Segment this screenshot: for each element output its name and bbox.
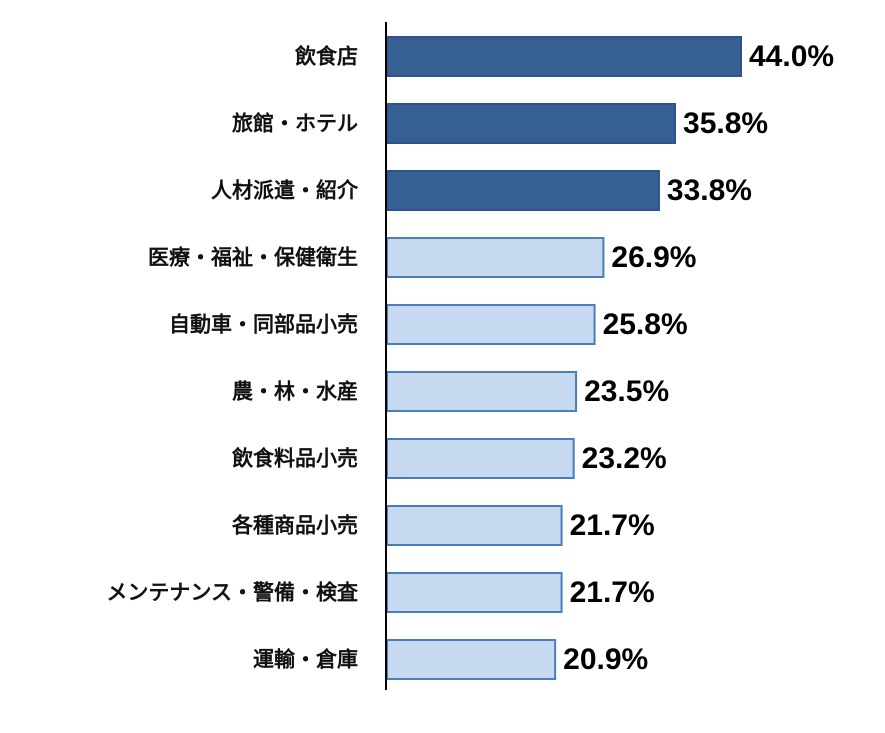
bar-3 xyxy=(386,170,660,211)
bar-6 xyxy=(386,371,578,412)
bar-7 xyxy=(386,438,575,479)
category-label-3: 人材派遣・紹介 xyxy=(211,179,359,203)
bar-9 xyxy=(386,572,563,613)
bar-4 xyxy=(386,237,605,278)
category-label-6: 農・林・水産 xyxy=(232,380,358,404)
value-label-1: 44.0% xyxy=(749,40,834,73)
value-label-6: 23.5% xyxy=(584,375,669,408)
value-label-4: 26.9% xyxy=(611,241,696,274)
category-label-7: 飲食料品小売 xyxy=(231,447,358,471)
bar-2 xyxy=(386,103,677,144)
bar-5 xyxy=(386,304,596,345)
value-label-7: 23.2% xyxy=(582,442,667,475)
value-label-8: 21.7% xyxy=(570,509,655,542)
category-label-1: 飲食店 xyxy=(294,45,358,69)
category-label-9: メンテナンス・警備・検査 xyxy=(106,581,358,605)
category-label-10: 運輸・倉庫 xyxy=(253,648,358,672)
bar-1 xyxy=(386,36,742,77)
bars-layer xyxy=(386,36,742,680)
labels-layer: 飲食店 44.0% 旅館・ホテル 35.8% 人材派遣・紹介 33.8% 医療・福祉・保健衛… xyxy=(106,40,834,676)
value-label-5: 25.8% xyxy=(603,308,688,341)
bar-8 xyxy=(386,505,563,546)
category-label-2: 旅館・ホテル xyxy=(232,112,358,136)
value-label-3: 33.8% xyxy=(667,174,752,207)
value-label-9: 21.7% xyxy=(570,576,655,609)
value-label-10: 20.9% xyxy=(563,643,648,676)
value-label-2: 35.8% xyxy=(683,107,768,140)
bar-10 xyxy=(386,639,557,680)
category-label-8: 各種商品小売 xyxy=(231,514,358,538)
category-label-5: 自動車・同部品小売 xyxy=(169,313,358,337)
category-label-4: 医療・福祉・保健衛生 xyxy=(148,246,358,270)
